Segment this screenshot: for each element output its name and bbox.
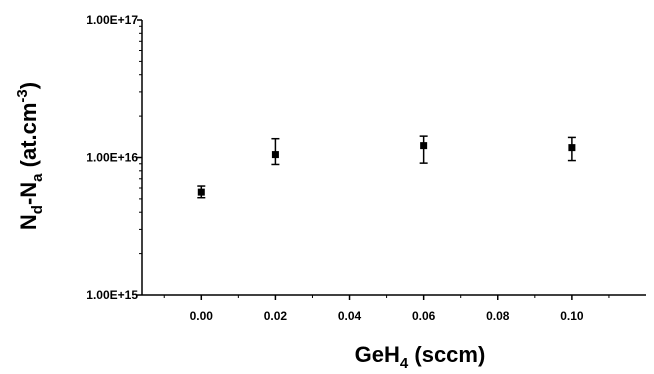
data-point bbox=[197, 185, 206, 199]
data-points bbox=[197, 135, 576, 199]
data-point bbox=[419, 135, 428, 164]
x-tick-label: 0.00 bbox=[190, 309, 214, 323]
axes bbox=[141, 20, 646, 296]
x-tick-label: 0.08 bbox=[486, 309, 510, 323]
point-marker bbox=[271, 151, 279, 159]
point-marker bbox=[197, 188, 205, 196]
point-marker bbox=[568, 144, 576, 152]
x-tick-label: 0.06 bbox=[412, 309, 436, 323]
x-tick-label: 0.02 bbox=[264, 309, 288, 323]
x-axis-ticks: 0.00 0.02 0.04 0.06 0.08 0.10 bbox=[163, 295, 610, 323]
x-tick-label: 0.10 bbox=[560, 309, 584, 323]
x-axis-title: GeH4 (sccm) bbox=[355, 342, 486, 372]
data-point bbox=[271, 137, 280, 166]
point-marker bbox=[420, 142, 428, 150]
y-tick-label: 1.00E+16 bbox=[86, 151, 138, 165]
x-tick-label: 0.04 bbox=[338, 309, 362, 323]
y-tick-label: 1.00E+15 bbox=[86, 288, 138, 302]
y-tick-label: 1.00E+17 bbox=[86, 13, 138, 27]
y-axis-title: Nd-Na (at.cm-3) bbox=[14, 82, 46, 230]
data-point bbox=[567, 136, 576, 162]
y-axis-ticks: 1.00E+15 1.00E+16 1.00E+17 bbox=[86, 13, 142, 302]
